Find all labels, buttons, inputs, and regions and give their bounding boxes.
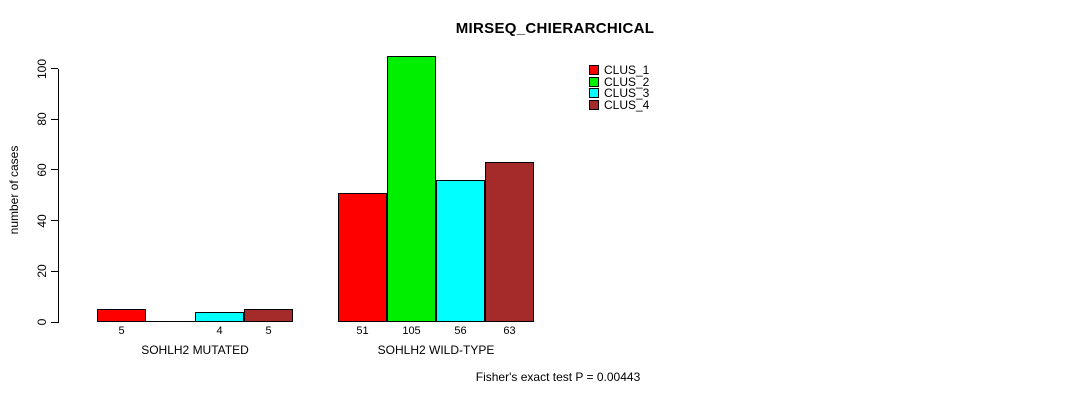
bar-value-label: 4	[216, 325, 223, 337]
bar-clus_1-group1	[97, 309, 146, 322]
y-tick	[51, 169, 58, 171]
y-tick	[51, 270, 58, 272]
y-axis-line	[58, 69, 59, 323]
legend-label: CLUS_4	[604, 97, 650, 112]
chart-title: MIRSEQ_CHIERARCHICAL	[455, 20, 655, 37]
legend-swatch-clus_4	[589, 99, 599, 110]
bar-clus_2-group2	[387, 56, 436, 322]
legend-label: CLUS_3	[604, 86, 650, 100]
y-tick-label: 40	[35, 213, 49, 228]
group-label: SOHLH2 WILD-TYPE	[377, 343, 495, 357]
y-tick	[51, 118, 58, 120]
legend-swatch-clus_2	[589, 76, 599, 87]
bar-value-label: 51	[356, 325, 369, 337]
y-tick-label: 0	[35, 318, 49, 326]
y-tick	[51, 220, 58, 222]
bar-clus_3-group2	[436, 180, 485, 322]
y-tick-label: 20	[35, 264, 49, 278]
y-tick-label: 60	[35, 163, 49, 177]
bar-value-label: 63	[503, 325, 516, 337]
bar-value-label: 5	[118, 325, 125, 337]
bar-value-label: 105	[402, 325, 421, 337]
fisher-test-caption: Fisher's exact test P = 0.00443	[475, 370, 641, 384]
legend-label: CLUS_1	[604, 63, 650, 77]
y-tick-label: 100	[35, 58, 49, 79]
legend-swatch-clus_3	[589, 88, 599, 98]
bar-clus_4-group1	[244, 309, 293, 322]
y-tick	[51, 321, 58, 323]
group-label: SOHLH2 MUTATED	[141, 343, 249, 357]
bar-value-label: 56	[454, 325, 467, 337]
legend-label: CLUS_2	[604, 74, 650, 89]
zero-height-bar-clus_2	[146, 321, 195, 322]
bar-clus_3-group1	[195, 312, 244, 322]
y-axis-label: number of cases	[7, 145, 21, 235]
bar-clus_4-group2	[485, 162, 534, 322]
y-tick	[51, 68, 58, 70]
bar-clus_1-group2	[338, 193, 387, 322]
legend-swatch-clus_1	[589, 65, 599, 75]
y-tick-label: 80	[35, 112, 49, 126]
bar-value-label: 5	[265, 325, 272, 337]
